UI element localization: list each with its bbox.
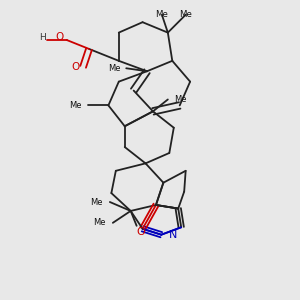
Text: Me: Me: [174, 95, 186, 104]
Text: Me: Me: [155, 10, 168, 19]
Text: O: O: [55, 32, 64, 42]
Text: Me: Me: [179, 10, 192, 19]
Text: O: O: [137, 227, 146, 237]
Text: Me: Me: [108, 64, 120, 73]
Text: Me: Me: [90, 197, 102, 206]
Text: Me: Me: [69, 101, 82, 110]
Text: H: H: [40, 33, 46, 42]
Text: N: N: [169, 230, 177, 240]
Text: Me: Me: [93, 218, 105, 227]
Text: O: O: [72, 62, 80, 72]
